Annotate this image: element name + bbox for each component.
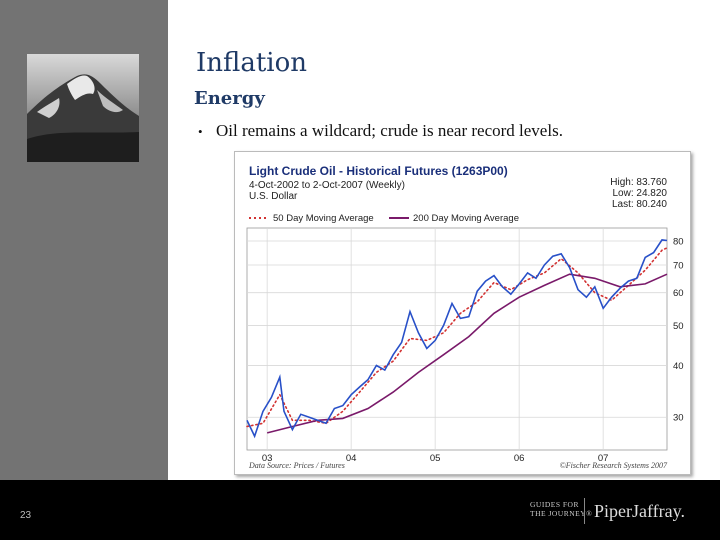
source-left: Data Source: Prices / Futures — [248, 461, 345, 470]
bullet-dot-icon: • — [198, 124, 203, 139]
x-tick-label: 03 — [262, 453, 273, 464]
chart-title: Light Crude Oil - Historical Futures (12… — [249, 164, 508, 178]
y-tick-label: 40 — [673, 361, 684, 372]
chart-subtitle-currency: U.S. Dollar — [249, 191, 298, 202]
ma200-series-line — [267, 273, 668, 434]
price-series-line — [246, 239, 668, 439]
stat-last: Last: 80.240 — [612, 199, 667, 210]
mountain-image — [27, 54, 139, 162]
plot-layer: 30 40 50 60 70 80 03 04 05 06 07 — [246, 228, 684, 464]
piper-jaffray-logo: PiperJaffray. — [594, 501, 685, 521]
x-tick-label: 06 — [514, 453, 525, 464]
chart-frame: Light Crude Oil - Historical Futures (12… — [234, 151, 691, 475]
chart-subtitle-dates: 4-Oct-2002 to 2-Oct-2007 (Weekly) — [249, 180, 405, 191]
guides-logo-line1: GUIDES FOR — [530, 500, 579, 509]
mountain-photo — [27, 54, 139, 162]
y-tick-label: 80 — [673, 236, 684, 247]
x-tick-label: 05 — [430, 453, 441, 464]
page-number: 23 — [20, 510, 32, 521]
bullet-text: Oil remains a wildcard; crude is near re… — [216, 121, 563, 140]
y-tick-label: 30 — [673, 413, 684, 424]
slide-subtitle: Energy — [194, 88, 265, 109]
legend-50-day-label: 50 Day Moving Average — [273, 213, 374, 224]
sidebar-panel — [0, 0, 168, 480]
bullet-item: • Oil remains a wildcard; crude is near r… — [198, 121, 563, 141]
footer-bar — [0, 480, 720, 540]
slide-title: Inflation — [196, 48, 308, 78]
stat-high: High: 83.760 — [610, 177, 667, 188]
stat-low: Low: 24.820 — [613, 188, 668, 199]
y-tick-label: 50 — [673, 321, 684, 332]
logo-divider — [584, 498, 585, 524]
source-right: ©Fischer Research Systems 2007 — [560, 461, 668, 470]
x-tick-label: 04 — [346, 453, 357, 464]
x-tick-label: 07 — [598, 453, 609, 464]
guides-logo-line2: THE JOURNEY® — [530, 509, 593, 518]
legend-200-day-label: 200 Day Moving Average — [413, 213, 519, 224]
guides-logo: GUIDES FOR THE JOURNEY® — [530, 500, 592, 518]
y-tick-label: 60 — [673, 288, 684, 299]
crude-oil-chart: Light Crude Oil - Historical Futures (12… — [246, 164, 684, 470]
y-tick-label: 70 — [673, 260, 684, 271]
